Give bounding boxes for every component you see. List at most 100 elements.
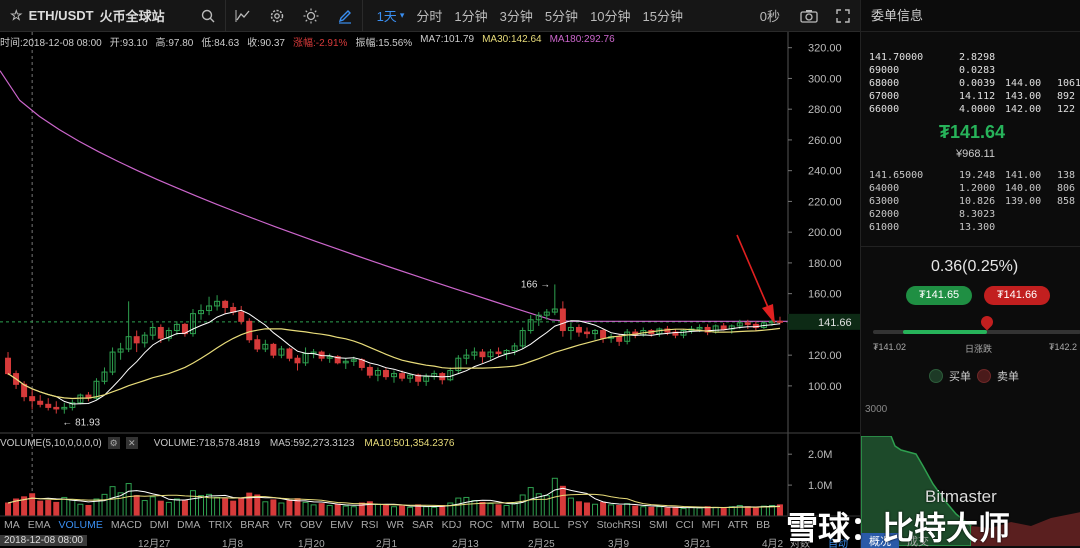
indicator-smi[interactable]: SMI [648, 519, 668, 531]
search-icon[interactable] [191, 0, 225, 32]
orderbook-cell: 69000 [869, 65, 900, 76]
orderbook-cell: 8.3023 [959, 209, 996, 220]
price-tick-label: 220.00 [808, 196, 842, 208]
candle [551, 284, 558, 316]
volume-bar [600, 501, 607, 517]
ask-row[interactable]: 141.70000 2.8298 [861, 52, 1080, 65]
log-scale-toggle[interactable]: 对数 [790, 539, 810, 548]
indicator-boll[interactable]: BOLL [532, 519, 560, 531]
indicator-volume[interactable]: VOLUME [58, 519, 103, 531]
symbol-selector[interactable]: ☆ ETH/USDT 火币全球站 [0, 0, 175, 32]
buy-price-button[interactable]: ₮141.65 [906, 286, 972, 305]
indicator-ma[interactable]: MA [4, 519, 20, 531]
candle [608, 333, 615, 343]
interval-10m[interactable]: 10分钟 [590, 9, 631, 24]
indicator-stochrsi[interactable]: StochRSI [596, 519, 641, 531]
interval-1d[interactable]: 1天 ▾ [376, 9, 405, 24]
volume-bar [77, 503, 84, 517]
ask-row[interactable]: 69000 0.0283 [861, 65, 1080, 78]
candle [543, 309, 550, 320]
gear-icon[interactable]: ⚙ [107, 437, 120, 449]
indicator-brar[interactable]: BRAR [240, 519, 270, 531]
camera-icon[interactable] [792, 0, 826, 32]
tab-trades[interactable]: 成交 [907, 536, 929, 548]
bid-row[interactable]: 64000 1.2000 140.00 806 [861, 183, 1080, 196]
candle [246, 318, 253, 343]
ask-row[interactable]: 66000 4.0000 142.00 122 [861, 104, 1080, 117]
bid-row[interactable]: 63000 10.826 139.00 858 [861, 196, 1080, 209]
indicator-cci[interactable]: CCI [675, 519, 694, 531]
orderbook-cell: 1061 [1057, 78, 1080, 89]
indicator-vr[interactable]: VR [277, 519, 293, 531]
time-label: 3月21 [684, 539, 711, 548]
tab-overview[interactable]: 概况 [861, 533, 899, 548]
orderbook-cell: 892 [1057, 91, 1076, 102]
current-price-badge [788, 313, 860, 330]
legend-buy[interactable]: 买单 [929, 368, 971, 384]
indicator-dma[interactable]: DMA [177, 519, 201, 531]
volume-bar [310, 504, 317, 517]
indicator-macd[interactable]: MACD [110, 519, 142, 531]
volume-bar [680, 508, 687, 517]
volume-bar [45, 500, 52, 517]
indicator-icon[interactable] [226, 0, 260, 32]
exchange-name: 火币全球站 [99, 9, 165, 24]
indicator-roc[interactable]: ROC [469, 519, 493, 531]
interval-5m[interactable]: 5分钟 [544, 9, 579, 24]
star-icon[interactable]: ☆ [10, 7, 23, 23]
symbol-name: ETH/USDT [28, 8, 94, 23]
interval-3m[interactable]: 3分钟 [499, 9, 533, 24]
candle [744, 319, 751, 330]
indicator-atr[interactable]: ATR [727, 519, 749, 531]
indicator-kdj[interactable]: KDJ [441, 519, 462, 531]
indicator-emv[interactable]: EMV [330, 519, 354, 531]
auto-scale-toggle[interactable]: 自动 [828, 539, 848, 548]
orderbook-cell: 63000 [869, 196, 900, 207]
indicator-mtm[interactable]: MTM [500, 519, 525, 531]
indicator-bb[interactable]: BB [756, 519, 771, 531]
interval-1m[interactable]: 1分钟 [454, 9, 488, 24]
volume-bar [624, 503, 631, 517]
bid-row[interactable]: 61000 13.300 [861, 222, 1080, 235]
candle [149, 322, 156, 340]
orderbook-cell: 142.00 [1005, 104, 1042, 115]
candle [471, 347, 478, 360]
ask-row[interactable]: 67000 14.112 143.00 892 [861, 91, 1080, 104]
indicator-sar[interactable]: SAR [412, 519, 434, 531]
candle [165, 327, 172, 342]
orderbook-cell: 0.0039 [959, 78, 996, 89]
candle [173, 321, 180, 336]
candle [600, 329, 607, 343]
close-icon[interactable]: ✕ [125, 437, 138, 449]
price-chart[interactable]: 166 → ← 81.93 320.00 300.00 280.00 260.00 240… [0, 32, 860, 548]
candle [431, 370, 438, 380]
interval-15m[interactable]: 15分钟 [642, 9, 683, 24]
depth-chart[interactable] [861, 436, 1080, 546]
bid-row[interactable]: 141.65000 19.248 141.00 138 [861, 170, 1080, 183]
indicator-dmi[interactable]: DMI [149, 519, 170, 531]
interval-timeline[interactable]: 分时 [416, 9, 443, 24]
legend-sell[interactable]: 卖单 [977, 368, 1019, 384]
high-annotation: 166 → [521, 279, 550, 290]
info-change: 涨幅:-2.91% [292, 38, 348, 49]
settings-icon[interactable] [260, 0, 294, 32]
sell-price-button[interactable]: ₮141.66 [984, 286, 1050, 305]
volume-bar [712, 506, 719, 517]
indicator-trix[interactable]: TRIX [208, 519, 233, 531]
candle [559, 301, 566, 337]
draw-icon[interactable] [328, 0, 362, 32]
bid-row[interactable]: 62000 8.3023 [861, 209, 1080, 222]
theme-icon[interactable] [294, 0, 328, 32]
indicator-psy[interactable]: PSY [567, 519, 589, 531]
indicator-mfi[interactable]: MFI [701, 519, 720, 531]
indicator-wr[interactable]: WR [386, 519, 405, 531]
indicator-ema[interactable]: EMA [27, 519, 51, 531]
chevron-down-icon: ▾ [399, 10, 405, 20]
fullscreen-icon[interactable] [826, 0, 860, 32]
candle [656, 327, 663, 337]
indicator-obv[interactable]: OBV [300, 519, 323, 531]
volume-value: VOLUME:718,578.4819 [153, 437, 260, 449]
indicator-rsi[interactable]: RSI [361, 519, 379, 531]
depth-axis-value: 3000 [865, 404, 888, 415]
ask-row[interactable]: 68000 0.0039 144.00 1061 [861, 78, 1080, 91]
